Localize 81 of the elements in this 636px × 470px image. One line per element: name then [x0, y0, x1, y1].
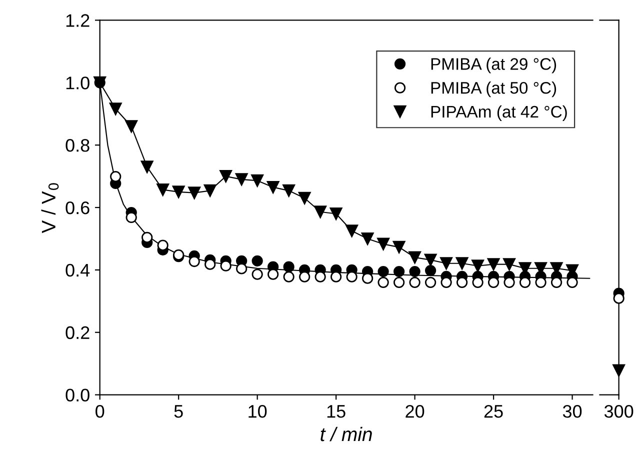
point [188, 186, 201, 200]
x-tick-label: 10 [248, 405, 267, 418]
point [283, 261, 294, 272]
point [487, 258, 500, 271]
point [314, 206, 327, 218]
point [188, 256, 200, 268]
point [503, 258, 516, 271]
point [172, 186, 185, 198]
point [156, 183, 170, 196]
point [394, 276, 405, 288]
point [330, 271, 342, 282]
point [409, 276, 420, 288]
y-tick-label: 0.8 [66, 139, 90, 152]
point [346, 271, 358, 282]
x-tick-label: 15 [327, 405, 346, 418]
x-tick-label: 20 [406, 405, 424, 418]
point [268, 268, 279, 280]
point [204, 184, 216, 197]
y-tick-label: 0.6 [66, 201, 90, 214]
point [220, 170, 232, 183]
point [519, 276, 531, 288]
point [504, 276, 515, 288]
point [252, 255, 263, 266]
y-tick-label: 0.0 [66, 388, 90, 402]
x-tick-label: 25 [484, 405, 503, 418]
point [378, 276, 389, 288]
point [472, 260, 484, 272]
point [157, 240, 168, 251]
point [298, 192, 311, 204]
y-tick-label: 1.2 [66, 14, 90, 27]
point [377, 238, 390, 250]
point [220, 260, 232, 272]
point [251, 174, 264, 187]
point [424, 254, 437, 266]
point [488, 276, 500, 288]
x-tick-label: 5 [174, 405, 183, 418]
point [566, 276, 578, 288]
point [235, 173, 248, 186]
point [472, 276, 484, 288]
point [126, 212, 137, 224]
point [378, 266, 389, 278]
point [535, 276, 546, 288]
point [456, 257, 468, 270]
y-tick-label: 1.0 [66, 76, 90, 90]
point [408, 251, 422, 264]
point [142, 232, 153, 244]
point [424, 276, 436, 288]
point [140, 160, 154, 174]
point [424, 265, 436, 276]
point [283, 271, 294, 282]
point [440, 276, 452, 288]
point [110, 171, 122, 182]
point [346, 224, 358, 238]
point [299, 271, 310, 282]
point [361, 232, 374, 245]
x-tick-label: 30 [562, 405, 582, 418]
legend-label: PMIBA (at 29 °C) [431, 58, 556, 74]
point [252, 268, 263, 280]
point [236, 263, 248, 274]
x-tick-label: 300 [604, 405, 634, 418]
point [330, 208, 342, 220]
point [409, 266, 420, 278]
legend-label: PMIBA (at 50 °C) [431, 82, 556, 98]
point [125, 120, 138, 133]
y-axis-title: V / V$_{0}$ [41, 183, 59, 234]
y-tick-label: 0.4 [66, 264, 90, 277]
point [362, 272, 374, 284]
point [282, 184, 296, 197]
legend-label: PIPAAm (at 42 °C) [431, 105, 567, 121]
point [394, 266, 405, 278]
point [266, 180, 280, 194]
point [440, 257, 453, 270]
point [204, 258, 216, 270]
point [109, 102, 122, 116]
point [392, 240, 406, 254]
point [550, 276, 562, 288]
point [456, 276, 468, 288]
point [314, 271, 326, 282]
x-tick-label: 0 [96, 405, 104, 418]
y-tick-label: 0.2 [66, 326, 90, 340]
x-axis-title: t / min [320, 426, 372, 442]
